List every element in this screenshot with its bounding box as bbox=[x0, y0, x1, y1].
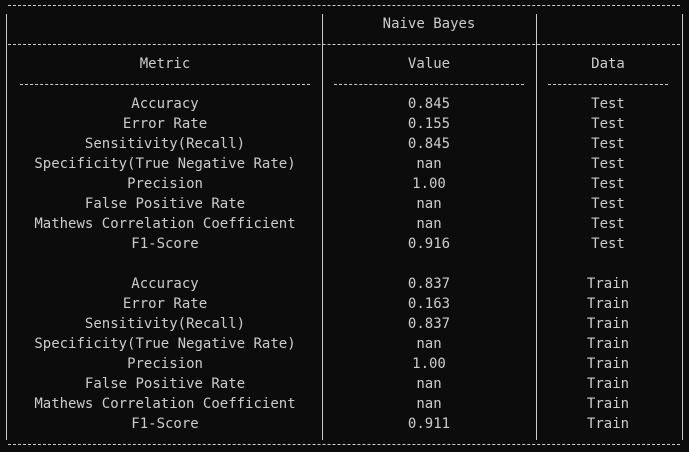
data-cell: Train bbox=[586, 396, 630, 412]
metric-cell: Sensitivity(Recall) bbox=[84, 316, 246, 332]
data-cell: Test bbox=[591, 136, 625, 152]
metric-cell bbox=[8, 254, 322, 274]
data-cell bbox=[536, 254, 680, 274]
data-cell: Train bbox=[586, 356, 630, 372]
metric-cell: Sensitivity(Recall) bbox=[84, 136, 246, 152]
data-cell: Test bbox=[591, 236, 625, 252]
value-cell: nan bbox=[416, 196, 442, 212]
metric-cell: Specificity(True Negative Rate) bbox=[34, 336, 296, 352]
value-cell: 1.00 bbox=[412, 356, 446, 372]
data-cell: Train bbox=[586, 296, 630, 312]
metric-cell: Specificity(True Negative Rate) bbox=[34, 156, 296, 172]
data-cell: Test bbox=[591, 156, 625, 172]
table-bottom-border bbox=[8, 444, 680, 445]
data-cell: Train bbox=[586, 376, 630, 392]
table-top-border bbox=[8, 5, 680, 6]
value-cell: 0.837 bbox=[407, 276, 451, 292]
data-cell: Test bbox=[591, 176, 625, 192]
data-cell: Train bbox=[586, 416, 630, 432]
metric-cell: Accuracy bbox=[131, 276, 199, 292]
value-header-underline bbox=[334, 84, 524, 85]
metric-cell: F1-Score bbox=[131, 416, 199, 432]
value-cell: nan bbox=[416, 396, 442, 412]
column-header-data: Data bbox=[591, 56, 625, 72]
data-header-underline bbox=[548, 84, 668, 85]
value-cell: 0.155 bbox=[407, 116, 451, 132]
data-cell: Train bbox=[586, 316, 630, 332]
metric-cell: Accuracy bbox=[131, 96, 199, 112]
table-title: Naive Bayes bbox=[382, 16, 476, 32]
value-cell: 0.837 bbox=[407, 316, 451, 332]
column-divider-1 bbox=[322, 14, 323, 440]
data-cell: Test bbox=[591, 96, 625, 112]
metric-cell: False Positive Rate bbox=[84, 196, 246, 212]
value-cell: 0.916 bbox=[407, 236, 451, 252]
data-cell: Test bbox=[591, 116, 625, 132]
data-cell: Train bbox=[586, 276, 630, 292]
metric-cell: Error Rate bbox=[122, 296, 208, 312]
value-cell: 1.00 bbox=[412, 176, 446, 192]
column-header-metric: Metric bbox=[139, 56, 191, 72]
metric-cell: Precision bbox=[127, 356, 203, 372]
header-separator bbox=[8, 44, 680, 45]
metric-cell: F1-Score bbox=[131, 236, 199, 252]
value-cell: 0.845 bbox=[407, 136, 451, 152]
value-cell: 0.845 bbox=[407, 96, 451, 112]
value-cell: nan bbox=[416, 376, 442, 392]
data-cell: Train bbox=[586, 336, 630, 352]
metric-cell: Mathews Correlation Coefficient bbox=[34, 216, 296, 232]
metric-cell: Error Rate bbox=[122, 116, 208, 132]
data-cell: Test bbox=[591, 196, 625, 212]
value-cell: nan bbox=[416, 156, 442, 172]
metric-cell: Mathews Correlation Coefficient bbox=[34, 396, 296, 412]
data-cell: Test bbox=[591, 216, 625, 232]
value-cell bbox=[322, 254, 536, 274]
metric-header-underline bbox=[20, 84, 310, 85]
value-cell: nan bbox=[416, 336, 442, 352]
metric-cell: Precision bbox=[127, 176, 203, 192]
right-border bbox=[682, 14, 683, 440]
value-cell: 0.911 bbox=[407, 416, 451, 432]
value-cell: nan bbox=[416, 216, 442, 232]
value-cell: 0.163 bbox=[407, 296, 451, 312]
metric-cell: False Positive Rate bbox=[84, 376, 246, 392]
column-header-value: Value bbox=[407, 56, 451, 72]
left-border bbox=[6, 14, 7, 440]
column-divider-2 bbox=[536, 14, 537, 440]
